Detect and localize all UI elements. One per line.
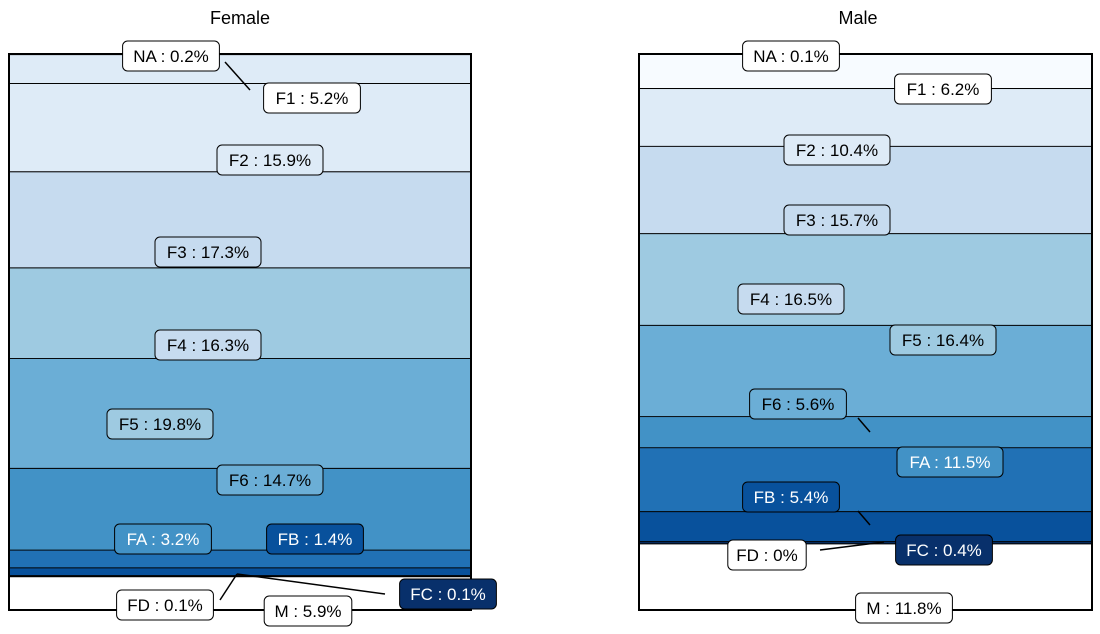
label-text: F5 : 16.4% xyxy=(902,331,984,350)
label-box xyxy=(122,40,220,72)
label-text: FA : 11.5% xyxy=(910,453,991,472)
label-text: FC : 0.4% xyxy=(906,541,982,560)
segment-f6 xyxy=(639,417,1092,449)
leader-line-fb xyxy=(857,510,871,526)
segment-f1 xyxy=(639,54,1092,90)
segment-label-f1: F1 : 6.2% xyxy=(894,73,992,105)
label-box xyxy=(216,464,324,496)
segment-label-f6: F6 : 14.7% xyxy=(216,464,324,496)
panel-male: Male NA : 0.1% F1 : 6.2% F2 : 10.4% F3 : 15.… xyxy=(638,8,1093,624)
segment-label-f2: F2 : 10.4% xyxy=(783,134,891,166)
segment-label-f4: F4 : 16.5% xyxy=(737,283,845,315)
label-text: NA : 0.2% xyxy=(133,47,209,66)
label-text: F3 : 17.3% xyxy=(167,243,249,262)
label-text: F3 : 15.7% xyxy=(796,211,878,230)
segment-fa xyxy=(9,550,471,569)
segment-label-fb: FB : 5.4% xyxy=(742,481,840,513)
segment-m xyxy=(9,577,471,610)
leader-line-f6 xyxy=(857,417,871,433)
label-box xyxy=(399,578,497,610)
segment-label-fb: FB : 1.4% xyxy=(266,523,364,555)
label-box xyxy=(737,283,845,315)
label-box xyxy=(216,144,324,176)
segment-label-f3: F3 : 15.7% xyxy=(783,204,891,236)
segment-label-na: NA : 0.2% xyxy=(122,40,220,72)
segment-label-f6: F6 : 5.6% xyxy=(749,388,847,420)
label-text: F2 : 10.4% xyxy=(796,141,878,160)
segment-fc xyxy=(639,542,1092,545)
label-box xyxy=(263,82,361,114)
label-text: F5 : 19.8% xyxy=(119,415,201,434)
segment-f5 xyxy=(639,325,1092,418)
label-box xyxy=(263,595,353,627)
segment-label-na: NA : 0.1% xyxy=(742,40,840,72)
label-box xyxy=(154,236,262,268)
segment-label-fd: FD : 0% xyxy=(727,539,807,571)
leader-line-na xyxy=(224,61,251,91)
label-box xyxy=(783,134,891,166)
segment-labels: NA : 0.2% F1 : 5.2% F2 : 15.9% F3 : 17.3% F4… xyxy=(106,40,497,627)
label-box xyxy=(727,539,807,571)
label-box xyxy=(895,534,993,566)
label-box xyxy=(749,388,847,420)
label-box xyxy=(855,592,953,624)
segment-label-f1: F1 : 5.2% xyxy=(263,82,361,114)
segment-f5 xyxy=(9,358,471,469)
label-box xyxy=(106,408,214,440)
segment-label-m: M : 5.9% xyxy=(263,595,353,627)
segment-label-f4: F4 : 16.3% xyxy=(154,329,262,361)
segment-label-fa: FA : 3.2% xyxy=(114,523,212,555)
label-text: FC : 0.1% xyxy=(410,585,486,604)
label-text: NA : 0.1% xyxy=(753,47,829,66)
segment-label-fd: FD : 0.1% xyxy=(116,589,214,621)
label-box xyxy=(742,40,840,72)
label-text: FB : 5.4% xyxy=(754,488,829,507)
label-text: FD : 0% xyxy=(736,546,797,565)
segment-label-f2: F2 : 15.9% xyxy=(216,144,324,176)
label-text: M : 5.9% xyxy=(274,602,341,621)
label-box xyxy=(114,523,212,555)
panel-title: Male xyxy=(838,8,877,28)
label-text: F1 : 5.2% xyxy=(276,89,349,108)
label-box xyxy=(896,446,1004,478)
leader-line-fd xyxy=(819,541,885,551)
leader-line-fd xyxy=(219,573,238,601)
segment-label-fa: FA : 11.5% xyxy=(896,446,1004,478)
label-text: F4 : 16.5% xyxy=(750,290,832,309)
label-text: FB : 1.4% xyxy=(278,530,353,549)
segment-label-fc: FC : 0.1% xyxy=(399,578,497,610)
segment-label-m: M : 11.8% xyxy=(855,592,953,624)
segment-fa xyxy=(639,448,1092,513)
label-box xyxy=(894,73,992,105)
segment-labels: NA : 0.1% F1 : 6.2% F2 : 10.4% F3 : 15.7% F4… xyxy=(727,40,1004,624)
leader-line-fc xyxy=(236,573,386,595)
segment-label-f3: F3 : 17.3% xyxy=(154,236,262,268)
label-box xyxy=(266,523,364,555)
label-box xyxy=(116,589,214,621)
label-text: M : 11.8% xyxy=(866,599,941,618)
label-text: F2 : 15.9% xyxy=(229,151,311,170)
label-text: FA : 3.2% xyxy=(127,530,200,549)
segment-label-fc: FC : 0.4% xyxy=(895,534,993,566)
label-text: F4 : 16.3% xyxy=(167,336,249,355)
label-box xyxy=(783,204,891,236)
segment-label-f5: F5 : 19.8% xyxy=(106,408,214,440)
label-box xyxy=(154,329,262,361)
segment-fb xyxy=(639,512,1092,543)
label-text: F6 : 5.6% xyxy=(762,395,835,414)
panel-title: Female xyxy=(210,8,270,28)
label-box xyxy=(742,481,840,513)
segment-label-f5: F5 : 16.4% xyxy=(889,324,997,356)
label-box xyxy=(889,324,997,356)
label-text: FD : 0.1% xyxy=(127,596,203,615)
label-text: F6 : 14.7% xyxy=(229,471,311,490)
bar-frame xyxy=(8,53,472,611)
label-text: F1 : 6.2% xyxy=(907,80,980,99)
segment-f4 xyxy=(639,234,1092,326)
segment-fb xyxy=(9,568,471,577)
